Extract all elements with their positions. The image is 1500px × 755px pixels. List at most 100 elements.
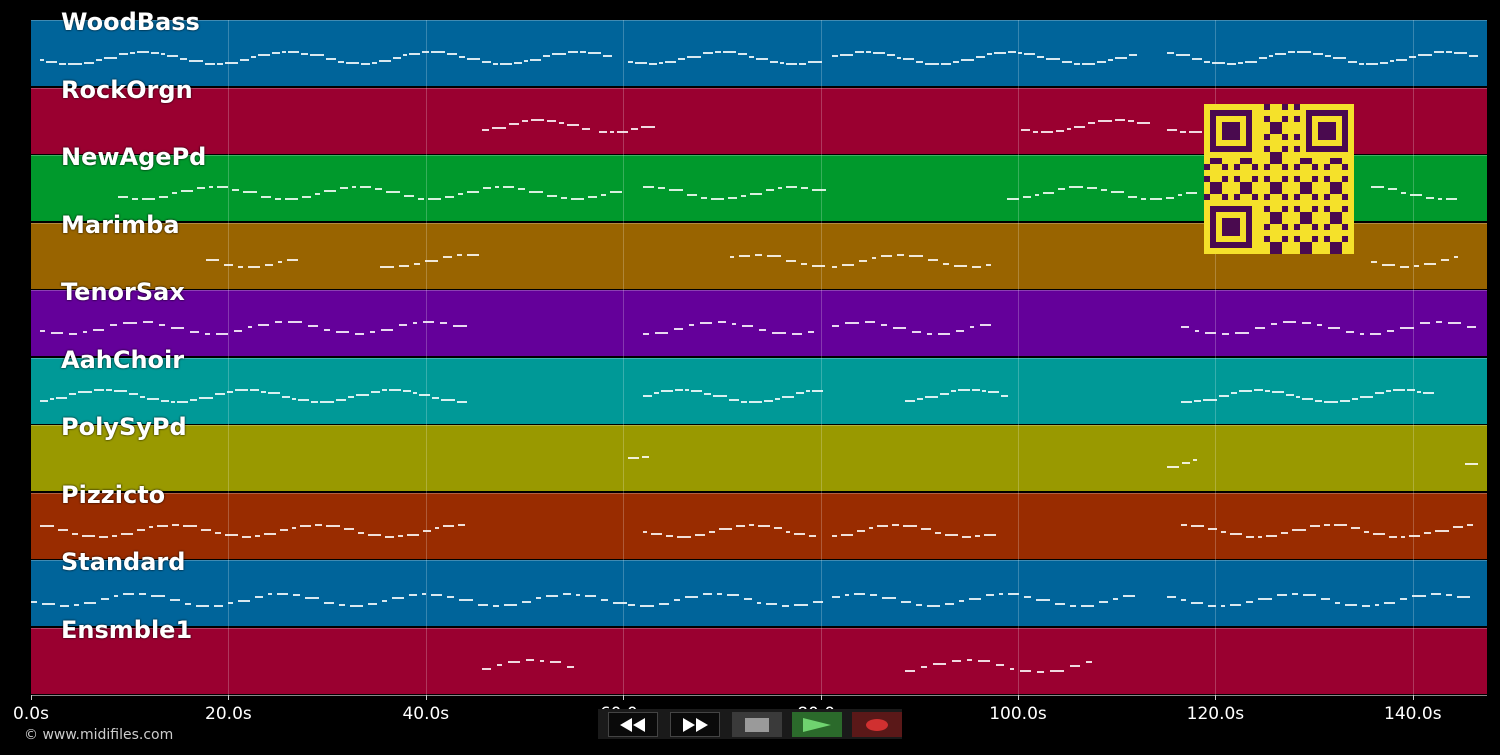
qr-module <box>1330 182 1336 188</box>
note-mark <box>974 534 980 537</box>
fast-forward-button[interactable] <box>670 712 720 737</box>
note-mark <box>958 600 964 602</box>
note-mark <box>250 56 256 58</box>
note-mark <box>60 605 69 607</box>
note-mark <box>642 530 647 533</box>
note-mark <box>114 595 118 597</box>
qr-module <box>1282 134 1288 140</box>
note-mark <box>1165 197 1174 199</box>
note-mark <box>716 593 722 595</box>
note-mark <box>478 604 488 606</box>
note-mark <box>1239 389 1253 392</box>
note-mark <box>228 602 233 604</box>
note-mark <box>1190 602 1203 604</box>
note-mark <box>139 395 145 398</box>
note-mark <box>702 52 713 54</box>
note-mark <box>287 321 302 323</box>
qr-module <box>1282 194 1288 200</box>
note-mark <box>340 187 349 189</box>
note-mark <box>1080 605 1094 607</box>
note-mark <box>1098 601 1108 603</box>
note-mark <box>546 595 558 597</box>
qr-module <box>1210 158 1216 164</box>
note-mark <box>360 63 370 65</box>
note-mark <box>1036 670 1044 673</box>
qr-module <box>1300 218 1306 224</box>
note-mark <box>291 397 296 400</box>
note-mark <box>508 660 521 663</box>
qr-module <box>1264 206 1270 212</box>
note-mark <box>286 258 298 261</box>
note-mark <box>627 457 639 459</box>
note-mark <box>690 389 702 392</box>
note-mark <box>324 602 334 604</box>
qr-module <box>1270 158 1276 164</box>
note-mark <box>254 534 260 537</box>
note-mark <box>807 331 814 333</box>
qr-module <box>1300 158 1306 164</box>
note-mark <box>113 389 127 392</box>
note-mark <box>871 256 876 259</box>
note-mark <box>233 330 242 332</box>
note-mark <box>800 262 807 265</box>
note-mark <box>634 62 647 64</box>
note-mark <box>1411 595 1426 597</box>
qr-module <box>1324 224 1330 230</box>
note-mark <box>1340 399 1351 402</box>
note-mark <box>567 665 575 668</box>
note-mark <box>766 254 781 257</box>
note-mark <box>1417 390 1422 393</box>
note-mark <box>1222 333 1230 335</box>
qr-module <box>1276 152 1282 158</box>
note-mark <box>214 392 225 395</box>
note-mark <box>1137 121 1151 124</box>
track-lane: Standard <box>31 548 1487 626</box>
note-mark <box>319 400 334 403</box>
note-mark <box>807 61 822 63</box>
play-button[interactable] <box>792 712 842 737</box>
qr-module <box>1246 182 1252 188</box>
note-mark <box>547 119 557 122</box>
note-mark <box>412 391 417 394</box>
note-mark <box>839 54 853 56</box>
qr-module <box>1336 248 1342 254</box>
qr-module <box>1264 164 1270 170</box>
qr-module <box>1222 218 1240 236</box>
note-mark <box>640 125 655 128</box>
rewind-button[interactable] <box>608 712 658 737</box>
note-mark <box>1386 389 1392 392</box>
note-mark <box>1069 605 1076 607</box>
note-mark <box>42 603 55 605</box>
note-mark <box>309 54 324 56</box>
note-mark <box>937 333 950 335</box>
note-mark <box>1430 593 1441 595</box>
note-mark <box>700 197 707 199</box>
note-mark <box>648 63 657 65</box>
note-mark <box>585 595 596 597</box>
note-mark <box>891 523 899 526</box>
note-mark <box>1292 528 1307 531</box>
note-mark <box>483 187 492 189</box>
note-mark <box>1456 596 1470 598</box>
record-button[interactable] <box>852 712 902 737</box>
note-mark <box>1281 531 1289 534</box>
note-mark <box>68 333 77 335</box>
note-mark <box>1000 394 1008 397</box>
note-mark <box>1413 264 1419 267</box>
note-mark <box>1373 532 1386 535</box>
qr-module <box>1312 194 1318 200</box>
note-mark <box>939 392 949 395</box>
note-mark <box>952 61 959 63</box>
note-mark <box>398 324 407 326</box>
note-mark <box>239 59 249 61</box>
qr-module <box>1300 188 1306 194</box>
note-mark <box>869 594 877 596</box>
note-mark <box>665 534 673 537</box>
note-mark <box>668 189 683 191</box>
note-mark <box>1387 188 1397 190</box>
note-mark <box>587 52 601 54</box>
note-mark <box>872 52 885 54</box>
tick-label: 120.0s <box>1186 704 1245 724</box>
stop-button[interactable] <box>732 712 782 737</box>
note-mark <box>443 255 453 258</box>
